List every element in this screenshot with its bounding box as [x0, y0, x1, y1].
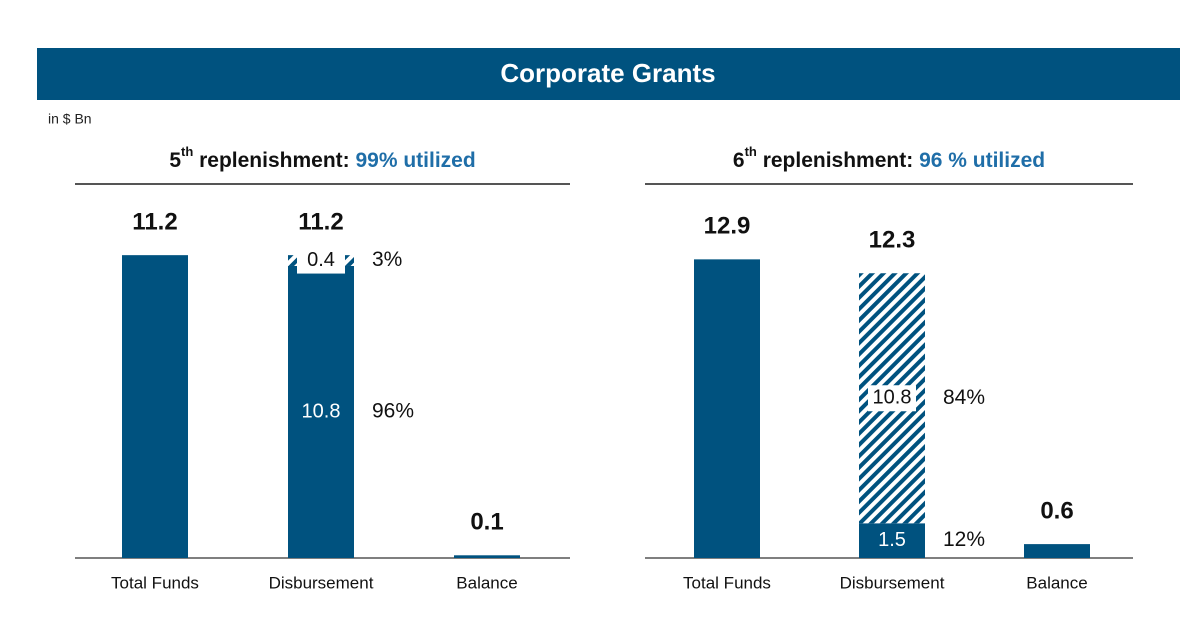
x-tick-label: Balance — [456, 573, 517, 592]
segment-label: 0.4 — [307, 249, 335, 271]
panel-title: 6th replenishment: 96 % utilized — [733, 144, 1045, 171]
label-box — [868, 385, 916, 412]
bar-segment — [694, 259, 760, 558]
unit-label: in $ Bn — [48, 111, 92, 127]
share-label: 84% — [943, 386, 985, 409]
title-number: 5 — [169, 149, 181, 172]
share-label: 3% — [372, 248, 402, 271]
total-label: 12.3 — [869, 227, 916, 254]
title-text: replenishment: — [193, 149, 355, 172]
total-label: 11.2 — [298, 208, 343, 235]
bar-segment — [454, 555, 520, 558]
title-highlight: 96 % utilized — [919, 149, 1045, 172]
title-suffix: th — [745, 144, 757, 159]
bar-segment — [859, 523, 925, 558]
bar-segment — [1024, 544, 1090, 558]
header-title: Corporate Grants — [500, 58, 715, 88]
total-label: 0.1 — [470, 509, 503, 536]
panel-title: 5th replenishment: 99% utilized — [169, 144, 475, 171]
x-tick-label: Total Funds — [683, 573, 771, 592]
bar-segment — [122, 255, 188, 559]
total-label: 12.9 — [704, 213, 751, 240]
bar-segment — [288, 265, 354, 558]
x-tick-label: Balance — [1026, 573, 1087, 592]
x-tick-label: Total Funds — [111, 573, 199, 592]
segment-label: 1.5 — [878, 529, 906, 551]
total-label: 11.2 — [132, 208, 177, 235]
share-label: 96% — [372, 400, 414, 423]
title-text: replenishment: — [757, 149, 919, 172]
title-suffix: th — [181, 144, 193, 159]
segment-label: 10.8 — [873, 387, 912, 409]
share-label: 12% — [943, 528, 985, 551]
header-bar — [37, 48, 1180, 100]
title-number: 6 — [733, 149, 745, 172]
x-tick-label: Disbursement — [269, 573, 374, 592]
title-highlight: 99% utilized — [355, 149, 475, 172]
total-label: 0.6 — [1040, 497, 1073, 524]
segment-label: 10.8 — [302, 400, 341, 422]
label-box — [297, 247, 345, 274]
x-tick-label: Disbursement — [840, 573, 945, 592]
